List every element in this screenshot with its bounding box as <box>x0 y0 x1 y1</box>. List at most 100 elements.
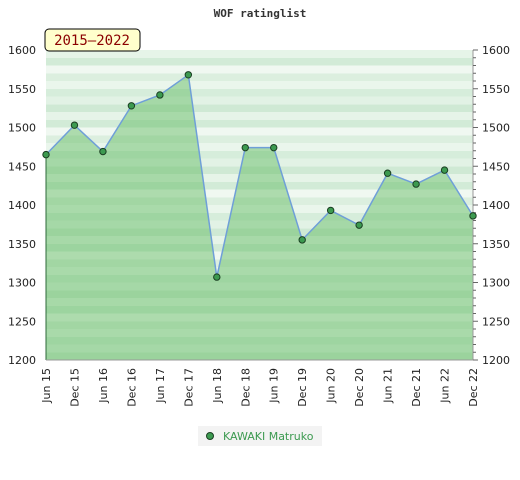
background-band <box>46 352 473 360</box>
x-tick-label: Dec 22 <box>467 368 480 407</box>
x-tick-label: Jun 20 <box>325 368 338 404</box>
y-tick-label-left: 1300 <box>8 277 36 290</box>
data-point <box>42 150 50 159</box>
data-point <box>298 236 306 244</box>
background-band <box>46 104 473 112</box>
background-band <box>46 282 473 291</box>
background-band <box>46 298 473 306</box>
background-band <box>46 220 473 229</box>
y-tick-label-left: 1600 <box>8 44 36 57</box>
background-band <box>46 197 473 205</box>
data-point <box>270 143 278 152</box>
y-tick-label-right: 1550 <box>482 83 510 96</box>
data-point <box>440 166 449 174</box>
background-band <box>46 205 473 213</box>
background-band <box>46 251 473 260</box>
background-band <box>46 88 473 97</box>
background-band <box>46 236 473 244</box>
chart-title: WOF ratinglist <box>214 7 307 20</box>
legend-label: KAWAKI Matruko <box>223 430 314 443</box>
y-tick-label-left: 1550 <box>8 83 36 96</box>
y-tick-label-right: 1500 <box>482 122 510 135</box>
background-band <box>46 119 473 128</box>
background-band <box>46 336 473 345</box>
background-band <box>46 135 473 143</box>
background-band <box>46 57 473 66</box>
background-band <box>46 243 473 252</box>
data-point <box>326 206 335 215</box>
y-tick-label-left: 1250 <box>8 315 36 328</box>
y-tick-label-left: 1500 <box>8 122 36 135</box>
background-band <box>46 267 473 275</box>
background-band <box>46 305 473 314</box>
x-axis-labels: Jun 15 Dec 15 Jun 16 Dec 16 Jun 17 Dec 17 Jun … <box>40 368 480 407</box>
background-band <box>46 166 473 174</box>
background-band <box>46 321 473 329</box>
background-band <box>46 112 473 120</box>
background-band <box>46 50 473 58</box>
y-tick-label-right: 1250 <box>482 315 510 328</box>
x-tick-label: Dec 20 <box>353 368 366 407</box>
data-point <box>99 147 107 156</box>
legend-marker <box>206 432 214 440</box>
background-band <box>46 150 473 159</box>
background-band <box>46 189 473 198</box>
y-tick-label-left: 1200 <box>8 354 36 367</box>
data-point <box>355 221 363 229</box>
area-fill <box>46 74 473 361</box>
x-tick-label: Jun 15 <box>40 368 53 404</box>
y-tick-label-left: 1350 <box>8 238 36 251</box>
background-band <box>46 174 473 182</box>
x-tick-label: Jun 21 <box>382 368 395 404</box>
x-tick-label: Jun 22 <box>439 368 452 404</box>
background-band <box>46 127 473 136</box>
period-badge: 2015–2022 <box>44 28 141 52</box>
data-point <box>412 180 420 188</box>
data-point <box>213 273 221 281</box>
background-band <box>46 313 473 322</box>
background-band <box>46 73 473 81</box>
x-tick-label: Jun 16 <box>97 368 110 404</box>
legend-box <box>198 426 322 446</box>
background-band <box>46 329 473 337</box>
x-tick-label: Dec 19 <box>296 368 309 407</box>
data-point <box>383 169 392 177</box>
y-tick-label-left: 1450 <box>8 160 36 173</box>
data-point <box>241 143 249 152</box>
data-point <box>156 91 164 99</box>
background-band <box>46 290 473 298</box>
y-tick-label-right: 1600 <box>482 44 510 57</box>
series-line <box>45 73 474 278</box>
background-band <box>46 274 473 283</box>
data-point <box>127 102 136 110</box>
x-tick-label: Jun 18 <box>211 368 224 404</box>
right-axis-ticks: 1200 1250 1300 1350 1400 1450 1500 1550 1600 <box>473 44 510 367</box>
x-tick-label: Jun 17 <box>154 368 167 404</box>
data-point <box>70 121 79 129</box>
background-bands <box>46 50 473 360</box>
y-tick-label-right: 1300 <box>482 277 510 290</box>
background-band <box>46 143 473 151</box>
y-tick-label-right: 1200 <box>482 354 510 367</box>
background-band <box>46 228 473 236</box>
background-band <box>46 65 473 74</box>
data-point <box>184 71 193 79</box>
x-tick-label: Jun 19 <box>268 368 281 404</box>
background-band <box>46 81 473 89</box>
legend: KAWAKI Matruko <box>198 426 322 446</box>
period-badge-label: 2015–2022 <box>54 33 130 49</box>
background-band <box>46 158 473 167</box>
points-layer <box>42 71 477 281</box>
y-tick-label-right: 1450 <box>482 160 510 173</box>
background-band <box>46 259 473 267</box>
background-band <box>46 96 473 105</box>
x-tick-label: Dec 18 <box>239 368 252 407</box>
y-tick-label-right: 1350 <box>482 238 510 251</box>
data-point <box>469 212 477 220</box>
background-band <box>46 344 473 353</box>
y-tick-label-left: 1400 <box>8 199 36 212</box>
area-layer <box>45 73 474 361</box>
y-tick-label-right: 1400 <box>482 199 510 212</box>
x-tick-label: Dec 17 <box>182 368 195 407</box>
